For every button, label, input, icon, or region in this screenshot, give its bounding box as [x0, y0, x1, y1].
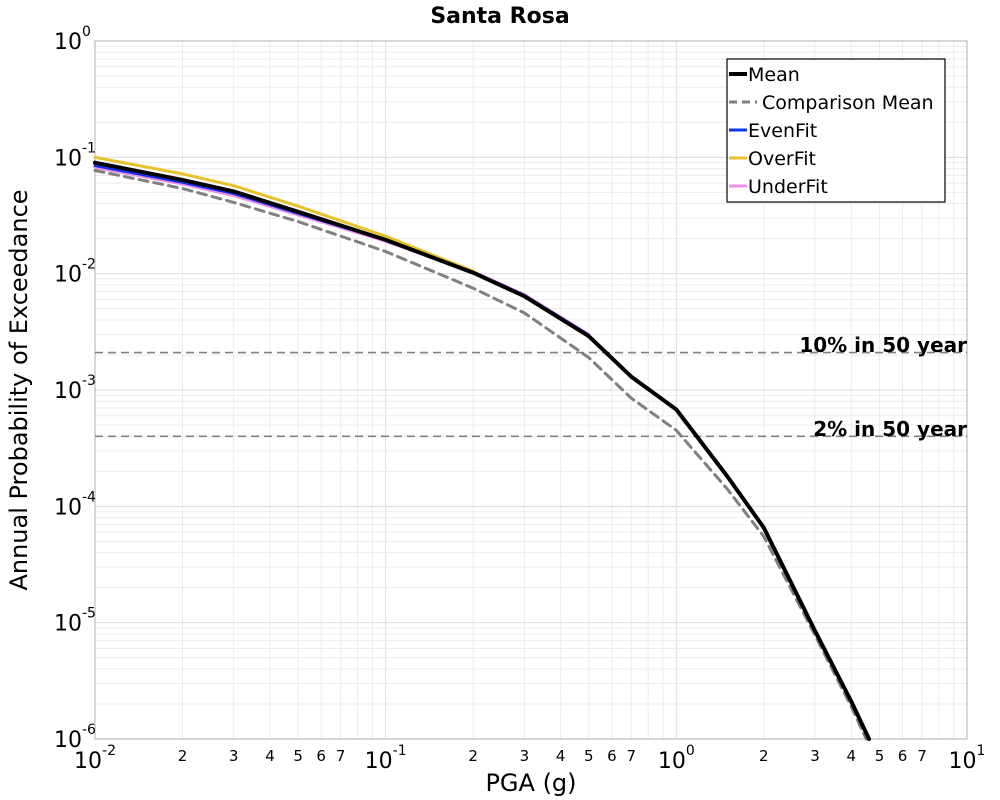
- legend-label: Mean: [748, 64, 800, 86]
- x-minor-tick-label: 4: [847, 747, 857, 765]
- reference-line-label: 10% in 50 year: [799, 333, 967, 357]
- x-tick-label: 101: [949, 743, 986, 774]
- legend-item: OverFit: [729, 148, 816, 170]
- legend-item: Mean: [729, 64, 800, 86]
- legend-label: EvenFit: [748, 120, 817, 142]
- x-minor-tick-label: 2: [178, 747, 188, 765]
- x-minor-tick-label: 3: [520, 747, 530, 765]
- legend-label: Comparison Mean: [762, 92, 934, 114]
- y-tick-label: 10-1: [54, 140, 96, 171]
- x-tick-label: 10-1: [365, 743, 407, 774]
- legend-label: OverFit: [748, 148, 816, 170]
- y-tick-label: 10-3: [54, 373, 96, 404]
- x-minor-tick-label: 6: [316, 747, 326, 765]
- y-tick-label: 10-5: [54, 606, 96, 637]
- x-axis-label: PGA (g): [485, 769, 576, 797]
- y-tick-label: 10-6: [54, 722, 96, 753]
- legend-item: EvenFit: [729, 120, 817, 142]
- x-minor-tick-label: 3: [810, 747, 820, 765]
- y-tick-label: 10-2: [54, 257, 96, 288]
- x-minor-tick-label: 2: [759, 747, 769, 765]
- y-tick-label: 100: [54, 24, 91, 55]
- y-axis-label: Annual Probability of Exceedance: [5, 189, 33, 590]
- x-minor-tick-label: 3: [229, 747, 239, 765]
- x-minor-tick-label: 7: [627, 747, 637, 765]
- reference-line-label: 2% in 50 year: [813, 417, 967, 441]
- series-line-mean: [93, 160, 871, 741]
- legend-item: Comparison Mean: [729, 92, 934, 114]
- x-minor-tick-label: 6: [607, 747, 617, 765]
- x-minor-tick-label: 4: [556, 747, 566, 765]
- x-minor-tick-label: 6: [898, 747, 908, 765]
- x-minor-tick-label: 7: [336, 747, 346, 765]
- legend-item: UnderFit: [729, 176, 828, 198]
- x-tick-label: 10-2: [74, 743, 116, 774]
- series-line-overfit: [93, 155, 475, 273]
- series-line-comparison-mean: [93, 169, 868, 741]
- x-minor-tick-label: 5: [584, 747, 594, 765]
- legend: Mean Comparison Mean EvenFit OverFit UnderFi…: [726, 58, 946, 203]
- x-minor-tick-label: 5: [875, 747, 885, 765]
- x-tick-label: 100: [658, 743, 695, 774]
- x-minor-tick-label: 2: [468, 747, 478, 765]
- chart-title: Santa Rosa: [430, 4, 569, 29]
- y-tick-label: 10-4: [54, 489, 96, 520]
- x-minor-tick-label: 4: [265, 747, 275, 765]
- plot-frame: [94, 40, 968, 740]
- x-minor-tick-label: 5: [293, 747, 303, 765]
- legend-label: UnderFit: [748, 176, 828, 198]
- legend-box: [726, 58, 946, 203]
- x-minor-tick-label: 7: [917, 747, 927, 765]
